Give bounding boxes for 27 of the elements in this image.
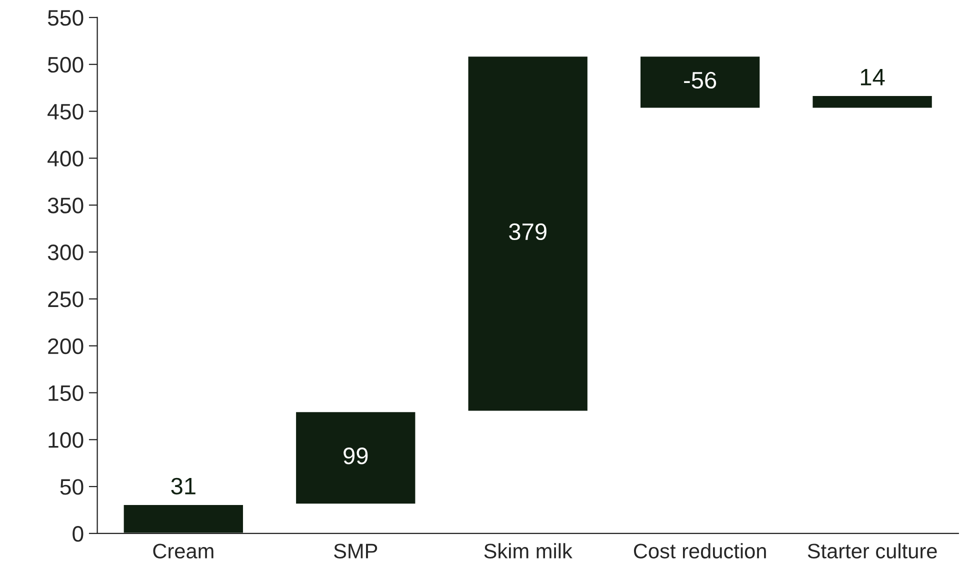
- data-label: -56: [684, 72, 716, 89]
- x-tick-label: Starter culture: [808, 543, 937, 558]
- y-tick-label: 0: [72, 526, 84, 542]
- y-tick-label: 300: [48, 244, 84, 260]
- data-label: 379: [509, 223, 546, 240]
- bar: [639, 55, 762, 110]
- y-tick-label: 150: [48, 385, 84, 401]
- y-tick-label: 550: [48, 10, 84, 26]
- data-label: 14: [860, 69, 885, 86]
- x-tick-label: Skim milk: [484, 543, 572, 558]
- data-label: 31: [171, 478, 196, 495]
- x-tick-label: Cream: [153, 544, 214, 558]
- x-tick-label: Cost reduction: [634, 543, 766, 558]
- y-tick-label: 500: [48, 56, 84, 73]
- y-tick-label: 100: [48, 432, 84, 448]
- y-tick-label: 50: [60, 479, 84, 495]
- bar: [811, 94, 934, 110]
- bar: [466, 55, 589, 412]
- y-tick-label: 250: [48, 291, 84, 308]
- x-tick-label: SMP: [334, 544, 378, 558]
- y-tick-label: 200: [48, 338, 84, 354]
- y-tick-label: 400: [48, 150, 84, 166]
- bar: [122, 504, 244, 534]
- y-tick-label: 450: [48, 104, 84, 120]
- data-label: 99: [344, 448, 368, 464]
- y-tick-label: 350: [48, 198, 84, 214]
- bar: [294, 410, 417, 506]
